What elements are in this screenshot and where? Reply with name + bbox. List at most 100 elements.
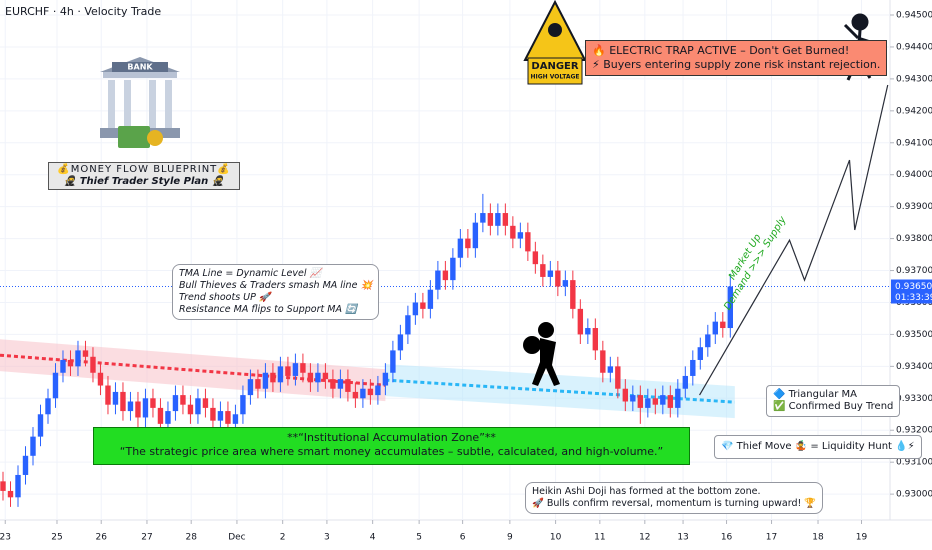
candle-body xyxy=(120,391,126,412)
candle-body xyxy=(105,385,111,405)
candle-body xyxy=(517,232,524,239)
candle-body xyxy=(300,363,306,373)
y-tick-label: 0.93000 xyxy=(896,490,932,500)
x-tick-label: Dec xyxy=(228,533,245,543)
y-tick-label: 0.93200 xyxy=(896,426,932,436)
candle-body xyxy=(330,379,336,389)
last-price-box xyxy=(891,279,932,304)
candle-body xyxy=(187,404,194,415)
candle-body xyxy=(405,315,411,335)
candle-body xyxy=(7,490,14,498)
y-tick-label: 0.93500 xyxy=(896,330,932,340)
blueprint-subtitle: 🥷 Thief Trader Style Plan 🥷 xyxy=(63,176,225,187)
candle-body xyxy=(52,372,59,399)
candle-body xyxy=(285,366,291,376)
candle-body xyxy=(217,411,224,421)
candle-body xyxy=(562,280,569,287)
x-tick-label: 5 xyxy=(416,533,422,543)
thief-move: 💎 Thief Move 🤹 = Liquidity Hunt 💧⚡ xyxy=(721,441,915,452)
candle-body xyxy=(127,401,134,412)
candle-body xyxy=(180,395,186,405)
candle-body xyxy=(367,388,374,396)
candle-body xyxy=(675,388,681,408)
y-tick-label: 0.94000 xyxy=(896,170,932,180)
x-tick-label: 25 xyxy=(51,533,62,543)
trend-box: 🔷 Triangular MA ✅ Confirmed Buy Trend xyxy=(766,385,901,417)
candle-body xyxy=(600,350,606,373)
candle-body xyxy=(510,225,516,239)
candle-body xyxy=(15,474,21,498)
candle-body xyxy=(112,391,119,405)
trap-text: ⚡ Buyers entering supply zone risk insta… xyxy=(592,58,881,71)
trend-line: ✅ Confirmed Buy Trend xyxy=(773,401,894,412)
candle-body xyxy=(697,347,704,360)
danger-sign: DANGER HIGH VOLTAGE xyxy=(523,0,587,85)
candle-body xyxy=(412,302,419,316)
candle-body xyxy=(442,270,449,281)
x-tick-label: 9 xyxy=(507,533,513,543)
trap-box: 🔥 ELECTRIC TRAP ACTIVE – Don't Get Burne… xyxy=(585,40,888,76)
ma-line xyxy=(385,378,735,404)
x-tick-label: 13 xyxy=(677,533,688,543)
candle-body xyxy=(532,251,539,265)
candle-body xyxy=(435,270,441,290)
chart-title: EURCHF · 4h · Velocity Trade xyxy=(5,5,162,18)
x-tick-label: 19 xyxy=(856,533,868,543)
candle-body xyxy=(502,213,509,226)
candle-body xyxy=(262,372,269,389)
candle-body xyxy=(22,455,29,475)
y-tick-label: 0.93900 xyxy=(896,202,932,212)
x-tick-label: 26 xyxy=(95,533,107,543)
candle-body xyxy=(622,388,629,402)
candle-body xyxy=(667,395,674,408)
candle-body xyxy=(397,334,404,351)
candle-body xyxy=(427,289,434,309)
candle-body xyxy=(277,366,284,383)
candle-body xyxy=(345,379,351,392)
candle-body xyxy=(547,270,554,277)
accumulation-zone: **“Institutional Accumulation Zone”** “T… xyxy=(93,427,690,465)
x-tick-label: 28 xyxy=(185,533,197,543)
tma-callout: TMA Line = Dynamic Level 📈 Bull Thieves … xyxy=(172,264,380,320)
marks: 0.93000 0.93100 0.93200 0.93300 0.93400 0.935… xyxy=(0,11,932,543)
candle-body xyxy=(150,398,156,408)
candle-body xyxy=(240,395,246,415)
blueprint-box: 💰MONEY FLOW BLUEPRINT💰 🥷 Thief Trader St… xyxy=(48,162,240,190)
projection-line xyxy=(699,84,889,396)
candle-body xyxy=(360,388,366,399)
last-price-label: 0.93650 xyxy=(895,282,932,292)
candle-body xyxy=(60,359,66,373)
candle-body xyxy=(660,395,666,405)
candle-body xyxy=(210,407,216,421)
heikin-line: Heikin Ashi Doji has formed at the botto… xyxy=(532,486,761,497)
tma-line: Bull Thieves & Traders smash MA line 💥 xyxy=(179,280,373,291)
candle-body xyxy=(645,398,651,408)
candle-body xyxy=(592,328,599,351)
blueprint-title: 💰MONEY FLOW BLUEPRINT💰 xyxy=(57,164,231,175)
candle-body xyxy=(607,366,614,373)
tma-line: Trend shoots UP 🚀 xyxy=(179,292,271,303)
y-tick-label: 0.93400 xyxy=(896,362,932,372)
candle-body xyxy=(352,391,359,399)
candle-body xyxy=(465,238,471,249)
candle-body xyxy=(255,379,261,389)
candle-body xyxy=(315,372,321,383)
zone-text: “The strategic price area where smart mo… xyxy=(119,445,664,458)
x-tick-label: 17 xyxy=(766,533,777,543)
bank-icon: BANK xyxy=(100,57,180,148)
danger-subtitle: HIGH VOLTAGE xyxy=(530,74,579,81)
candle-body xyxy=(82,350,89,357)
y-tick-label: 0.94400 xyxy=(896,42,932,52)
thief-move-box: 💎 Thief Move 🤹 = Liquidity Hunt 💧⚡ xyxy=(714,435,922,459)
candle-body xyxy=(270,372,276,383)
x-tick-label: 2 xyxy=(280,533,286,543)
candle-body xyxy=(202,398,209,408)
candle-body xyxy=(540,264,546,277)
danger-title: DANGER xyxy=(531,61,578,72)
candle-body xyxy=(727,286,733,329)
x-tick-label: 11 xyxy=(594,533,605,543)
candle-body xyxy=(67,359,74,367)
ma-band xyxy=(0,339,386,402)
